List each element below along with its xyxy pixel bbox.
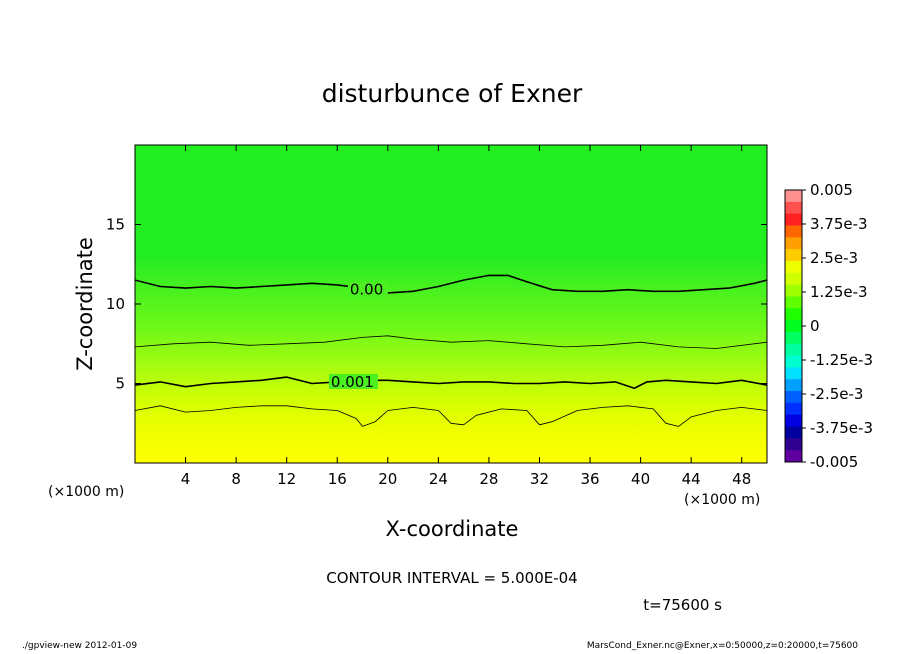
y-axis-label: Z-coordinate (73, 237, 97, 371)
colorbar-swatch-2 (785, 213, 802, 226)
x-unit-label-right: (×1000 m) (684, 492, 760, 508)
x-tick-label-2: 12 (277, 470, 296, 488)
footer-right: MarsCond_Exner.nc@Exner,x=0:50000,z=0:20… (586, 641, 858, 651)
y-axis-ticks: 5 10 15 (106, 216, 767, 393)
contour-label-bg-1 (328, 373, 378, 389)
colorbar-swatch-13 (785, 343, 802, 357)
colorbar-swatch-6 (785, 260, 802, 274)
colorbar-swatch-8 (785, 284, 802, 297)
colorbar-label-0: 0.005 (810, 181, 853, 199)
footer-left: ./gpview-new 2012-01-09 (22, 641, 138, 651)
x-tick-label-6: 28 (479, 470, 498, 488)
colorbar-label-3: 1.25e-3 (810, 283, 868, 301)
contour-line-2 (135, 376, 767, 390)
colorbar-label-4: 0 (810, 317, 820, 335)
colorbar-label-1: 3.75e-3 (810, 215, 868, 233)
colorbar-swatch-0 (785, 190, 802, 203)
x-axis-label: X-coordinate (386, 517, 519, 541)
x-tick-label-4: 20 (378, 470, 397, 488)
contour-label-0: 0.00 (350, 281, 383, 299)
x-unit-label-left: (×1000 m) (48, 484, 124, 500)
contour-label-bg-0 (347, 281, 388, 297)
x-axis-ticks: 4 8 12 16 20 24 28 32 36 40 44 48 (181, 145, 751, 488)
x-tick-label-0: 4 (181, 470, 191, 488)
contour-line-3 (135, 405, 767, 427)
y-tick-label-1: 10 (106, 295, 125, 313)
colorbar-label-5: -1.25e-3 (810, 351, 873, 369)
x-tick-label-10: 44 (682, 470, 701, 488)
contour-lines: 0.00 0.001 (135, 274, 767, 427)
colorbar-swatch-10 (785, 308, 802, 321)
colorbar-swatch-5 (785, 249, 802, 262)
contour-interval-note: CONTOUR INTERVAL = 5.000E-04 (326, 569, 577, 587)
y-tick-label-2: 15 (106, 216, 125, 234)
colorbar-swatch-12 (785, 331, 802, 345)
x-tick-label-8: 36 (580, 470, 599, 488)
x-tick-label-3: 16 (328, 470, 347, 488)
x-tick-label-11: 48 (732, 470, 751, 488)
colorbar-swatch-4 (785, 237, 802, 250)
y-tick-label-0: 5 (115, 375, 125, 393)
colorbar-swatch-9 (785, 296, 802, 309)
colorbar-swatch-16 (785, 379, 802, 392)
colorbar-swatch-20 (785, 426, 802, 439)
plot-field (135, 145, 767, 463)
colorbar-swatch-22 (785, 450, 802, 463)
colorbar-swatch-18 (785, 402, 802, 416)
time-note: t=75600 s (643, 596, 722, 614)
colorbar-swatch-19 (785, 414, 802, 428)
colorbar-swatch-7 (785, 272, 802, 286)
colorbar-swatch-15 (785, 367, 802, 380)
colorbar: 0.005 3.75e-3 2.5e-3 1.25e-3 0 -1.25e-3 -2.5e-… (784, 181, 873, 471)
x-tick-label-9: 40 (631, 470, 650, 488)
contour-line-0 (135, 274, 767, 294)
colorbar-swatch-11 (785, 320, 802, 333)
x-tick-label-5: 24 (429, 470, 448, 488)
contour-line-1 (135, 335, 767, 349)
contour-label-1: 0.001 (331, 373, 374, 391)
colorbar-swatch-17 (785, 391, 802, 404)
x-tick-label-7: 32 (530, 470, 549, 488)
colorbar-swatch-1 (785, 201, 802, 215)
colorbar-swatch-3 (785, 225, 802, 238)
x-tick-label-1: 8 (231, 470, 241, 488)
colorbar-swatch-14 (785, 355, 802, 368)
colorbar-label-2: 2.5e-3 (810, 249, 858, 267)
colorbar-label-7: -3.75e-3 (810, 419, 873, 437)
chart-title: disturbunce of Exner (322, 79, 583, 108)
colorbar-swatch-21 (785, 438, 802, 451)
colorbar-label-8: -0.005 (810, 453, 858, 471)
colorbar-label-6: -2.5e-3 (810, 385, 863, 403)
